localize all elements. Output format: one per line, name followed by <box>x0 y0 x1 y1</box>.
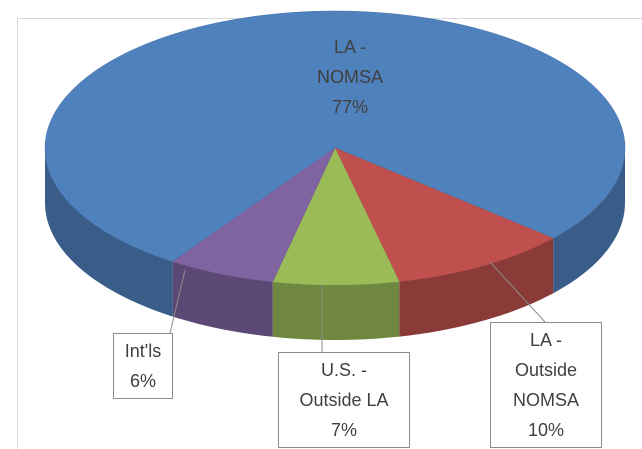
leader-line <box>169 269 186 334</box>
value-label: 10% <box>527 420 565 440</box>
data-label: LA - NOMSA 77% <box>300 30 400 124</box>
category-label: U.S. - Outside LA <box>299 360 389 410</box>
pie-slice <box>172 147 336 283</box>
slice-side <box>45 148 173 317</box>
data-label: Int'ls 6% <box>113 333 173 399</box>
data-label: U.S. - Outside LA 7% <box>278 352 410 448</box>
category-label: Int'ls <box>124 341 162 361</box>
leader-lines <box>169 261 546 352</box>
pie-tops <box>44 10 626 286</box>
slice-side <box>553 148 625 294</box>
value-label: 7% <box>330 420 357 440</box>
pie-slice <box>272 147 400 286</box>
slice-side <box>272 281 400 340</box>
pie-slice <box>44 10 626 262</box>
pie-slice <box>334 147 554 282</box>
slice-side <box>399 238 554 337</box>
category-label: LA - NOMSA <box>316 37 383 87</box>
value-label: 6% <box>129 371 156 391</box>
slice-side <box>172 261 273 337</box>
pie-sides <box>45 148 625 340</box>
leader-line <box>489 261 546 323</box>
data-label: LA - Outside NOMSA 10% <box>490 322 602 448</box>
category-label: LA - Outside NOMSA <box>512 330 579 410</box>
value-label: 77% <box>331 97 369 117</box>
